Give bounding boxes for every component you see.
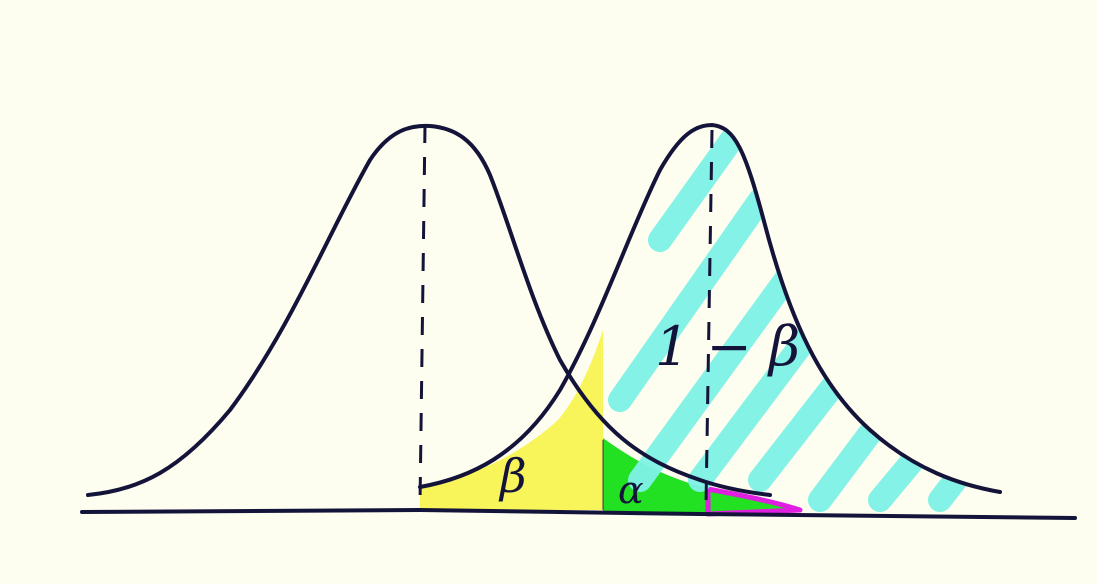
power-label: 1 − β	[655, 315, 800, 378]
null-distribution-curve	[86, 123, 772, 497]
alternative-distribution-curve	[418, 122, 1002, 494]
beta-region	[420, 330, 603, 510]
baseline-axis	[80, 507, 1077, 520]
null-mean-dashed-line	[418, 124, 427, 506]
power-hatch	[608, 124, 1000, 512]
beta-label: β	[498, 449, 527, 503]
alpha-label: α	[618, 468, 644, 512]
small-tail-region	[705, 486, 803, 517]
